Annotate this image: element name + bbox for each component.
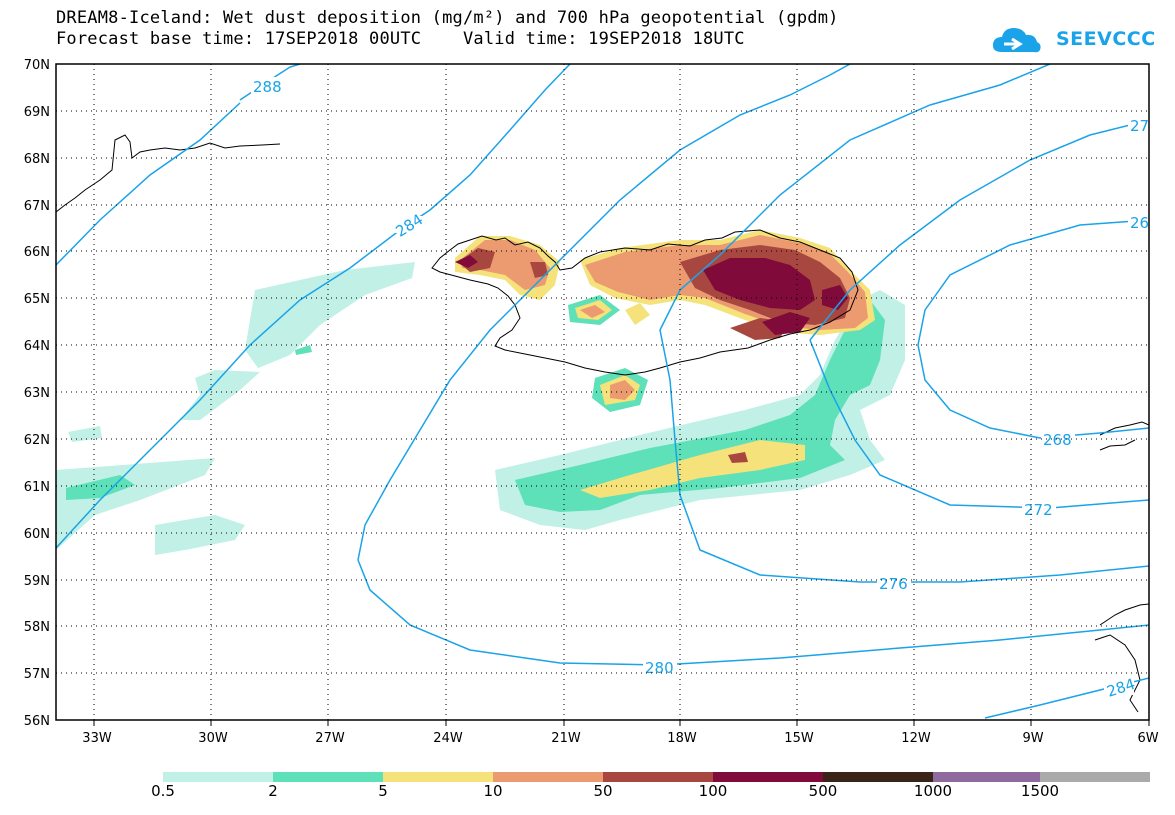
contour-labels: 288 284 280 276 272 268 284 27 26 — [251, 77, 1149, 701]
contour-label: 280 — [645, 659, 674, 677]
contour-label: 27 — [1130, 117, 1149, 135]
dust-level-100 — [455, 255, 848, 335]
contour-label: 272 — [1024, 501, 1053, 519]
axis-ticks — [93, 720, 1150, 726]
legend-swatch — [273, 772, 383, 782]
legend-swatch — [823, 772, 933, 782]
lon-label: 30W — [198, 731, 228, 746]
lat-label: 66N — [24, 245, 50, 260]
legend-swatch — [933, 772, 1043, 782]
legend-label: 1000 — [913, 782, 953, 800]
lon-label: 21W — [551, 731, 581, 746]
contour-label: 268 — [1043, 431, 1072, 449]
longitude-labels: 33W 30W 27W 24W 21W 18W 15W 12W 9W 6W — [82, 731, 1158, 746]
legend-label: 0.5 — [151, 782, 175, 800]
legend-label: 5 — [378, 782, 388, 800]
legend-label: 500 — [808, 782, 838, 800]
cloud-logo-icon — [992, 28, 1041, 53]
legend-swatch — [383, 772, 493, 782]
dust-deposition-layer — [56, 230, 905, 555]
legend-label: 10 — [483, 782, 503, 800]
contour-label: 276 — [879, 575, 908, 593]
coastlines — [56, 134, 1149, 713]
lat-label: 70N — [24, 58, 50, 73]
legend-swatch — [493, 772, 603, 782]
lat-label: 59N — [24, 574, 50, 589]
contour-label: 26 — [1130, 214, 1149, 232]
lon-label: 12W — [901, 731, 931, 746]
graticule — [56, 64, 1149, 720]
map-title: DREAM8-Iceland: Wet dust deposition (mg/… — [56, 8, 839, 28]
contour-label: 288 — [253, 78, 282, 96]
lon-label: 9W — [1022, 731, 1043, 746]
legend-label: 50 — [593, 782, 613, 800]
lon-label: 33W — [82, 731, 112, 746]
lat-label: 69N — [24, 105, 50, 120]
map-frame — [55, 63, 1150, 721]
lon-label: 6W — [1137, 731, 1158, 746]
lon-label: 15W — [784, 731, 814, 746]
lat-label: 64N — [24, 339, 50, 354]
legend-label: 1500 — [1020, 782, 1060, 800]
lat-label: 67N — [24, 199, 50, 214]
legend-swatch — [713, 772, 823, 782]
legend-label: 2 — [268, 782, 278, 800]
legend-label: 100 — [698, 782, 728, 800]
legend-swatch — [163, 772, 273, 782]
latitude-labels: 70N 69N 68N 67N 66N 65N 64N 63N 62N 61N … — [24, 58, 50, 729]
lat-label: 62N — [24, 433, 50, 448]
contour-label: 284 — [392, 210, 426, 240]
lat-label: 57N — [24, 667, 50, 682]
map-subtitle: Forecast base time: 17SEP2018 00UTC Vali… — [56, 29, 745, 49]
lon-label: 27W — [315, 731, 345, 746]
lat-label: 60N — [24, 527, 50, 542]
logo-text: SEEVCCC — [1056, 28, 1156, 50]
lat-label: 68N — [24, 152, 50, 167]
lat-label: 63N — [24, 386, 50, 401]
legend-swatch — [1040, 772, 1150, 782]
legend-swatch — [603, 772, 713, 782]
lat-label: 61N — [24, 480, 50, 495]
lat-label: 58N — [24, 620, 50, 635]
lon-label: 24W — [433, 731, 463, 746]
lat-label: 65N — [24, 292, 50, 307]
lat-label: 56N — [24, 714, 50, 729]
lon-label: 18W — [667, 731, 697, 746]
